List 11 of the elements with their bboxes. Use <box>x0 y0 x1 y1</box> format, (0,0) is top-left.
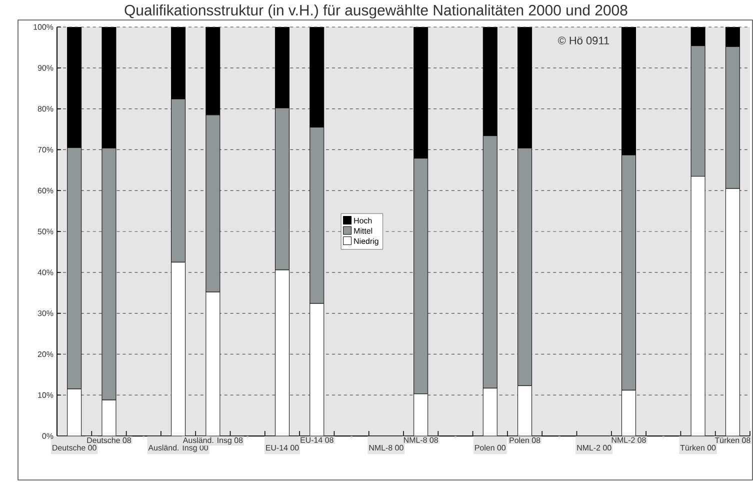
bar <box>518 385 532 436</box>
annotation: © Hö 0911 <box>558 36 610 44</box>
bar <box>102 400 116 436</box>
bar <box>414 394 428 436</box>
bar <box>310 303 324 436</box>
bar <box>206 292 220 436</box>
chart-title: Qualifikationsstruktur (in v.H.) für ausgewählte Nationalitäten 2000 und 2008 <box>124 4 628 18</box>
bar <box>725 188 740 436</box>
bar <box>67 388 82 436</box>
bar <box>621 390 636 436</box>
bar <box>171 262 186 436</box>
